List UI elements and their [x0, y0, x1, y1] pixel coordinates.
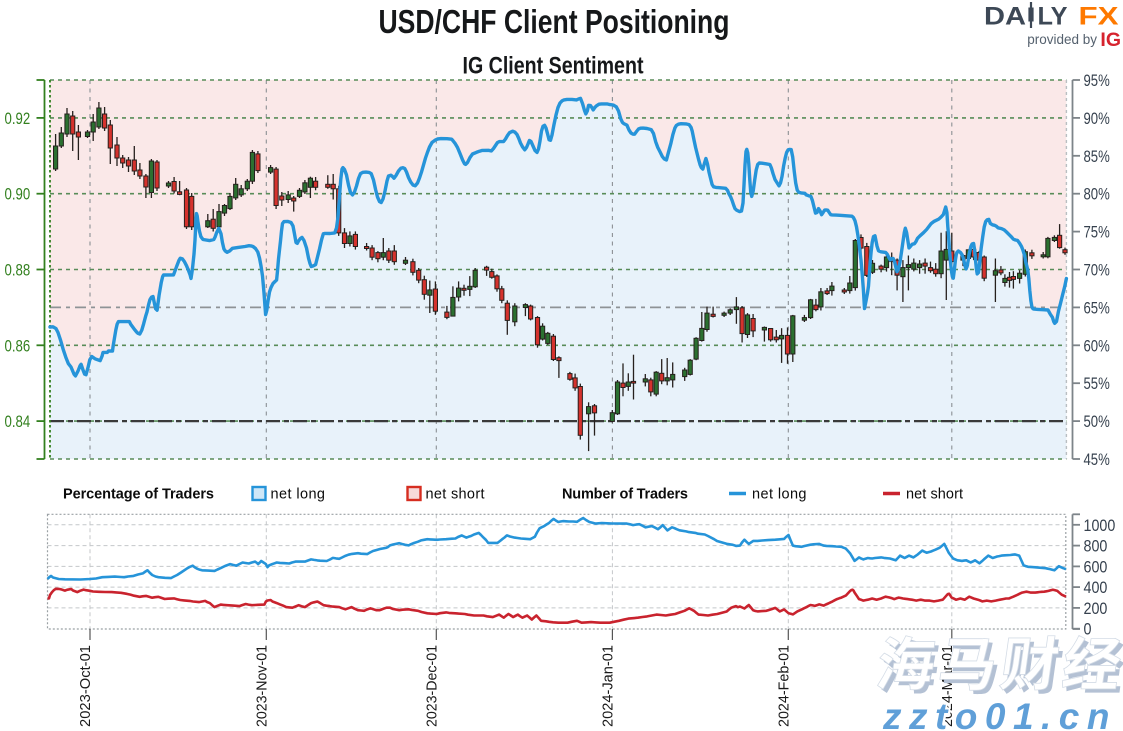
svg-text:DA: DA [984, 3, 1026, 31]
svg-text:Percentage of Traders: Percentage of Traders [63, 487, 214, 503]
svg-text:LY: LY [1038, 3, 1068, 31]
svg-text:70%: 70% [1084, 262, 1111, 280]
svg-text:0.84: 0.84 [5, 413, 31, 431]
svg-text:90%: 90% [1084, 110, 1111, 128]
svg-text:800: 800 [1084, 538, 1108, 556]
svg-text:1000: 1000 [1084, 517, 1116, 535]
svg-text:provided by: provided by [1027, 32, 1097, 47]
svg-text:50%: 50% [1084, 413, 1111, 431]
svg-text:2023-Oct-01: 2023-Oct-01 [78, 645, 94, 727]
svg-text:400: 400 [1084, 579, 1108, 597]
svg-text:0.92: 0.92 [5, 110, 31, 128]
svg-text:2024-Feb-01: 2024-Feb-01 [776, 645, 792, 727]
svg-text:net short: net short [906, 487, 963, 503]
svg-text:IG Client Sentiment: IG Client Sentiment [463, 53, 644, 80]
svg-text:0: 0 [1084, 621, 1092, 639]
svg-text:FX: FX [1079, 3, 1119, 31]
svg-text:95%: 95% [1084, 72, 1111, 90]
svg-text:75%: 75% [1084, 224, 1111, 242]
svg-text:45%: 45% [1084, 451, 1111, 469]
svg-text:USD/CHF Client Positioning: USD/CHF Client Positioning [379, 4, 730, 41]
svg-text:85%: 85% [1084, 148, 1111, 166]
svg-text:0.86: 0.86 [5, 337, 31, 355]
svg-text:net short: net short [426, 487, 485, 503]
svg-text:55%: 55% [1084, 375, 1111, 393]
svg-text:0.90: 0.90 [5, 186, 31, 204]
svg-text:IG: IG [1100, 29, 1121, 51]
svg-text:2024-Jan-01: 2024-Jan-01 [600, 645, 616, 727]
svg-text:0.88: 0.88 [5, 262, 31, 280]
svg-text:65%: 65% [1084, 299, 1111, 317]
svg-text:60%: 60% [1084, 337, 1111, 355]
svg-text:600: 600 [1084, 558, 1108, 576]
svg-text:2023-Nov-01: 2023-Nov-01 [254, 645, 270, 727]
svg-text:net long: net long [271, 487, 326, 503]
svg-text:Number of Traders: Number of Traders [562, 487, 688, 503]
svg-text:80%: 80% [1084, 186, 1111, 204]
svg-text:2023-Dec-01: 2023-Dec-01 [424, 645, 440, 727]
svg-text:200: 200 [1084, 600, 1108, 618]
svg-text:net long: net long [752, 487, 807, 503]
